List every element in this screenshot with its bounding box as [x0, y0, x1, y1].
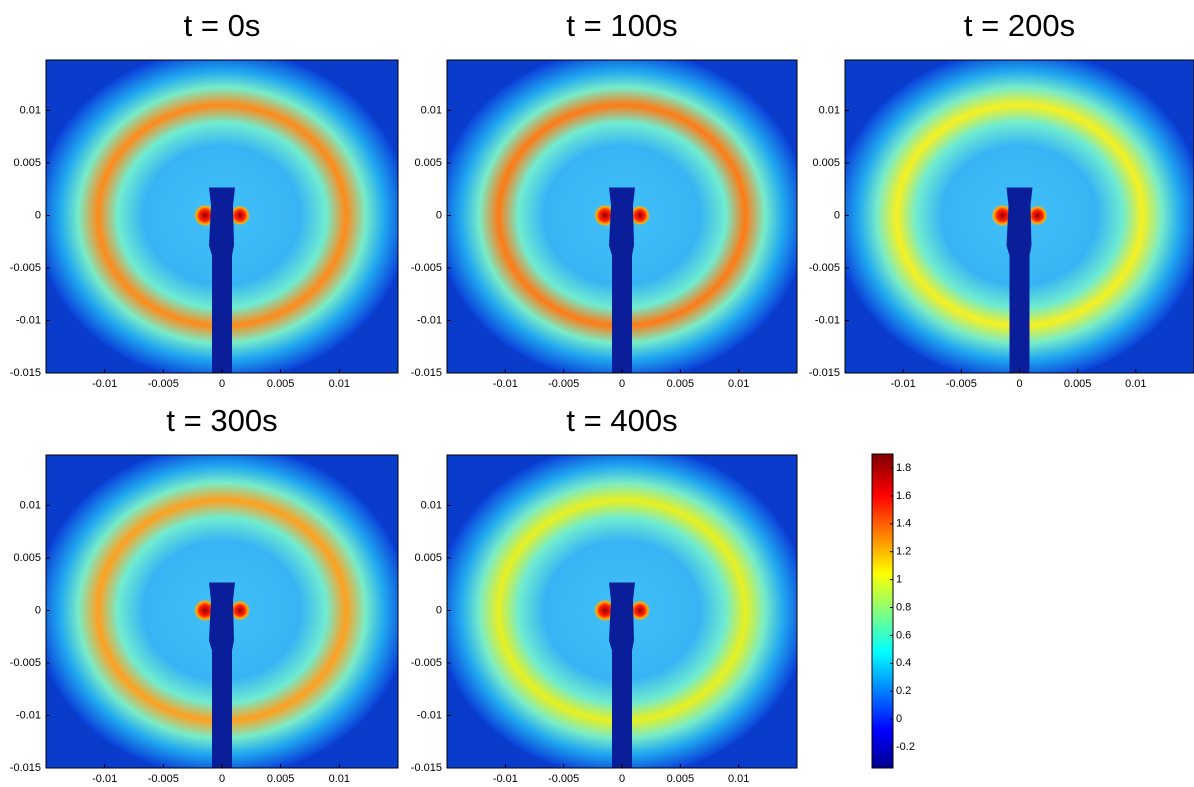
y-tick-label: -0.01 — [417, 709, 442, 721]
heatmap — [46, 455, 398, 768]
x-tick-label: -0.005 — [148, 378, 179, 390]
x-tick-label: 0.005 — [1064, 378, 1092, 390]
beam-stop — [609, 582, 635, 768]
x-tick-label: 0.01 — [728, 378, 749, 390]
y-tick-label: 0.01 — [20, 499, 41, 511]
y-tick-label: 0 — [35, 209, 41, 221]
heatmap — [845, 60, 1194, 373]
x-tick-label: -0.005 — [548, 378, 579, 390]
colorbar — [871, 453, 894, 769]
x-tick-label: -0.01 — [92, 773, 117, 785]
y-tick-label: -0.01 — [417, 314, 442, 326]
heatmap — [447, 60, 797, 373]
colorbar-tick-label: 0 — [896, 713, 902, 725]
y-tick-label: -0.005 — [411, 262, 442, 274]
y-tick-label: 0 — [436, 209, 442, 221]
x-tick-label: 0 — [619, 773, 625, 785]
colorbar-tick-label: 1.4 — [896, 518, 911, 530]
panel-title: t = 100s — [566, 8, 677, 43]
y-tick-label: 0.01 — [20, 104, 41, 116]
x-tick-label: -0.005 — [548, 773, 579, 785]
heatmap — [447, 455, 797, 768]
panel-title: t = 400s — [566, 403, 677, 438]
beam-stop — [609, 187, 635, 373]
x-tick-label: 0.005 — [667, 773, 695, 785]
colorbar-tick-label: 1.6 — [896, 490, 911, 502]
y-tick-label: 0.005 — [812, 157, 840, 169]
y-tick-label: -0.005 — [411, 657, 442, 669]
y-tick-label: 0.01 — [421, 499, 442, 511]
x-tick-label: -0.01 — [92, 378, 117, 390]
hot-spot — [1027, 205, 1048, 226]
hot-spot — [630, 600, 650, 621]
hot-spot — [230, 205, 250, 226]
colorbar-tick-label: 0.6 — [896, 629, 911, 641]
y-tick-label: -0.01 — [16, 709, 41, 721]
beam-stop — [1006, 187, 1033, 373]
y-tick-label: -0.015 — [10, 367, 41, 379]
colorbar-tick-label: 0.2 — [896, 685, 911, 697]
y-tick-label: 0 — [35, 604, 41, 616]
x-tick-label: 0.005 — [267, 773, 295, 785]
colorbar-tick-label: 1 — [896, 574, 902, 586]
y-tick-label: -0.01 — [16, 314, 41, 326]
colorbar-tick-label: 0.8 — [896, 601, 911, 613]
x-tick-label: 0.01 — [728, 773, 749, 785]
y-tick-label: -0.005 — [809, 262, 840, 274]
y-tick-label: -0.005 — [10, 657, 41, 669]
panel-title: t = 200s — [964, 8, 1075, 43]
y-tick-label: 0.005 — [13, 552, 41, 564]
colorbar-tick-label: -0.2 — [896, 741, 915, 753]
y-tick-label: 0.005 — [414, 157, 442, 169]
y-tick-label: 0.01 — [421, 104, 442, 116]
x-tick-label: 0.005 — [267, 378, 295, 390]
y-tick-label: -0.015 — [10, 762, 41, 774]
colorbar-tick-label: 0.4 — [896, 657, 911, 669]
colorbar-tick-label: 1.2 — [896, 546, 911, 558]
y-tick-label: 0.01 — [819, 104, 840, 116]
hot-spot — [230, 600, 250, 621]
y-tick-label: -0.015 — [809, 367, 840, 379]
panel-title: t = 300s — [166, 403, 277, 438]
y-tick-label: 0 — [436, 604, 442, 616]
panel-title: t = 0s — [184, 8, 261, 43]
x-tick-label: -0.005 — [148, 773, 179, 785]
x-tick-label: 0 — [619, 378, 625, 390]
y-tick-label: 0.005 — [13, 157, 41, 169]
x-tick-label: -0.01 — [891, 378, 916, 390]
x-tick-label: -0.01 — [493, 773, 518, 785]
colorbar-tick-label: 1.8 — [896, 462, 911, 474]
x-tick-label: -0.01 — [493, 378, 518, 390]
beam-stop — [209, 187, 235, 373]
y-tick-label: 0.005 — [414, 552, 442, 564]
x-tick-label: -0.005 — [946, 378, 977, 390]
x-tick-label: 0 — [1016, 378, 1022, 390]
x-tick-label: 0.01 — [1125, 378, 1146, 390]
x-tick-label: 0 — [219, 773, 225, 785]
y-tick-label: 0 — [834, 209, 840, 221]
y-tick-label: -0.005 — [10, 262, 41, 274]
beam-stop — [209, 582, 235, 768]
x-tick-label: 0.01 — [329, 378, 350, 390]
x-tick-label: 0 — [219, 378, 225, 390]
heatmap — [46, 60, 398, 373]
y-tick-label: -0.015 — [411, 762, 442, 774]
x-tick-label: 0.005 — [667, 378, 695, 390]
y-tick-label: -0.01 — [815, 314, 840, 326]
hot-spot — [630, 205, 650, 226]
x-tick-label: 0.01 — [329, 773, 350, 785]
y-tick-label: -0.015 — [411, 367, 442, 379]
